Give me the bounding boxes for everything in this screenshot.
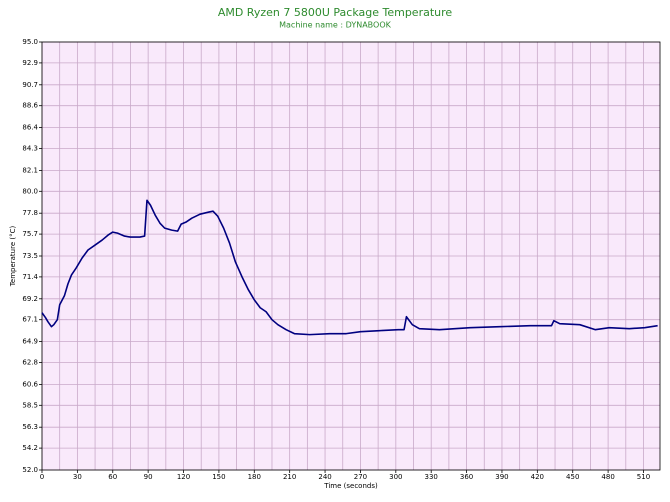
y-tick-label: 64.9 — [22, 338, 38, 346]
y-tick-label: 90.7 — [22, 81, 38, 89]
x-tick-label: 0 — [40, 473, 44, 481]
x-tick-label: 240 — [318, 473, 331, 481]
y-tick-label: 84.3 — [22, 145, 38, 153]
x-tick-label: 90 — [144, 473, 153, 481]
y-axis-label: Temperature (°C) — [9, 226, 17, 288]
y-tick-label: 69.2 — [22, 295, 38, 303]
plot-frame — [41, 41, 661, 471]
y-tick-label: 60.6 — [22, 380, 38, 388]
x-axis-label: Time (seconds) — [323, 482, 378, 490]
y-tick-label: 82.1 — [22, 166, 38, 174]
x-tick-label: 30 — [73, 473, 82, 481]
x-tick-label: 210 — [283, 473, 296, 481]
y-tick-label: 73.5 — [22, 252, 38, 260]
x-tick-label: 330 — [425, 473, 438, 481]
y-tick-label: 88.6 — [22, 102, 38, 110]
x-tick-label: 180 — [248, 473, 261, 481]
y-tick-label: 75.7 — [22, 230, 38, 238]
y-tick-label: 80.0 — [22, 187, 38, 195]
y-tick-label: 67.1 — [22, 316, 38, 324]
y-tick-label: 92.9 — [22, 59, 38, 67]
y-tick-label: 71.4 — [22, 273, 38, 281]
y-tick-label: 77.8 — [22, 209, 38, 217]
y-tick-label: 62.8 — [22, 359, 38, 367]
y-tick-label: 54.2 — [22, 444, 38, 452]
y-tick-label: 56.3 — [22, 423, 38, 431]
x-tick-label: 60 — [108, 473, 117, 481]
y-tick-label: 52.0 — [22, 466, 38, 474]
x-tick-label: 390 — [495, 473, 508, 481]
x-tick-label: 150 — [212, 473, 225, 481]
x-tick-label: 120 — [177, 473, 190, 481]
data-line — [41, 199, 658, 336]
x-tick-label: 300 — [389, 473, 402, 481]
x-tick-label: 270 — [354, 473, 367, 481]
x-tick-label: 420 — [531, 473, 544, 481]
x-tick-label: 480 — [601, 473, 614, 481]
x-tick-label: 360 — [460, 473, 473, 481]
chart-subtitle: Machine name : DYNABOOK — [279, 21, 392, 30]
x-tick-label: 510 — [637, 473, 650, 481]
x-tick-label: 450 — [566, 473, 579, 481]
chart-title: AMD Ryzen 7 5800U Package Temperature — [218, 6, 453, 19]
y-tick-label: 95.0 — [22, 38, 38, 46]
y-tick-label: 86.4 — [22, 124, 38, 132]
y-tick-label: 58.5 — [22, 401, 38, 409]
